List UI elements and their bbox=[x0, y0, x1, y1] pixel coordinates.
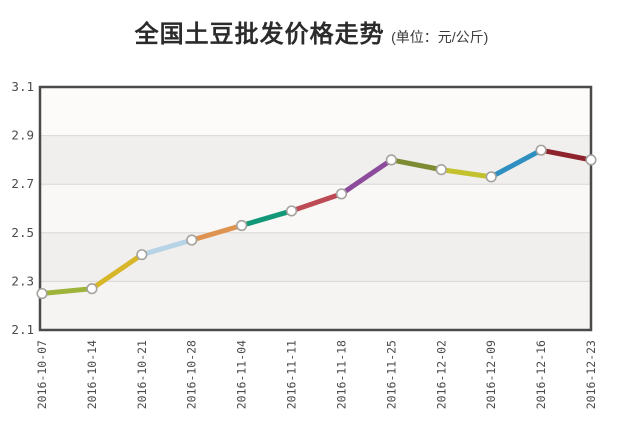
plot-band bbox=[40, 87, 591, 136]
plot-border bbox=[38, 85, 593, 332]
data-point bbox=[136, 249, 148, 261]
x-tick-label: 2016-12-02 bbox=[434, 340, 448, 409]
line-segment bbox=[289, 191, 344, 214]
x-tick-label: 2016-10-14 bbox=[85, 340, 99, 409]
x-tick-label: 2016-10-28 bbox=[185, 340, 199, 409]
x-tick-label: 2016-12-16 bbox=[534, 340, 548, 409]
data-point bbox=[335, 188, 348, 200]
y-tick-label: 2.7 bbox=[11, 176, 34, 191]
x-tick-label: 2016-12-09 bbox=[484, 340, 498, 409]
line-segment bbox=[438, 167, 494, 180]
line-segment bbox=[388, 157, 444, 173]
y-tick-label: 2.9 bbox=[11, 128, 34, 143]
data-point bbox=[485, 171, 497, 183]
data-point bbox=[385, 154, 397, 166]
x-tick-label: 2016-10-07 bbox=[35, 340, 49, 409]
line-segment bbox=[189, 223, 245, 243]
line-segment bbox=[239, 208, 295, 229]
data-point bbox=[86, 283, 98, 295]
data-point bbox=[236, 219, 248, 232]
data-point bbox=[435, 164, 447, 176]
x-tick-label: 2016-12-23 bbox=[584, 340, 598, 409]
data-point bbox=[36, 287, 48, 300]
data-point bbox=[535, 144, 547, 156]
plot-band bbox=[40, 281, 591, 330]
line-segment bbox=[338, 157, 394, 197]
y-tick-label: 2.1 bbox=[11, 322, 34, 337]
x-tick-label: 2016-11-18 bbox=[334, 340, 348, 409]
y-tick-label: 3.1 bbox=[11, 79, 34, 94]
y-tick-label: 2.3 bbox=[11, 273, 34, 288]
line-segment bbox=[39, 286, 95, 297]
chart-title-text: 全国土豆批发价格走势 bbox=[134, 21, 385, 48]
chart-title-unit: (单位：元/公斤) bbox=[391, 29, 489, 45]
data-point bbox=[186, 234, 198, 246]
data-point bbox=[585, 154, 597, 166]
plot-band bbox=[40, 135, 591, 185]
y-tick-label: 2.5 bbox=[11, 225, 34, 240]
line-segment bbox=[538, 147, 594, 163]
plot-band bbox=[40, 184, 591, 233]
x-tick-label: 2016-11-04 bbox=[235, 340, 249, 409]
chart-title: 全国土豆批发价格走势 (单位：元/公斤) bbox=[0, 14, 623, 49]
x-tick-label: 2016-10-21 bbox=[135, 340, 149, 409]
line-segment bbox=[89, 252, 145, 292]
x-tick-label: 2016-11-25 bbox=[384, 340, 398, 409]
line-segment bbox=[488, 147, 544, 180]
plot-band bbox=[40, 232, 591, 282]
x-tick-label: 2016-11-11 bbox=[285, 340, 299, 409]
data-point bbox=[285, 205, 298, 217]
line-segment bbox=[139, 237, 195, 258]
